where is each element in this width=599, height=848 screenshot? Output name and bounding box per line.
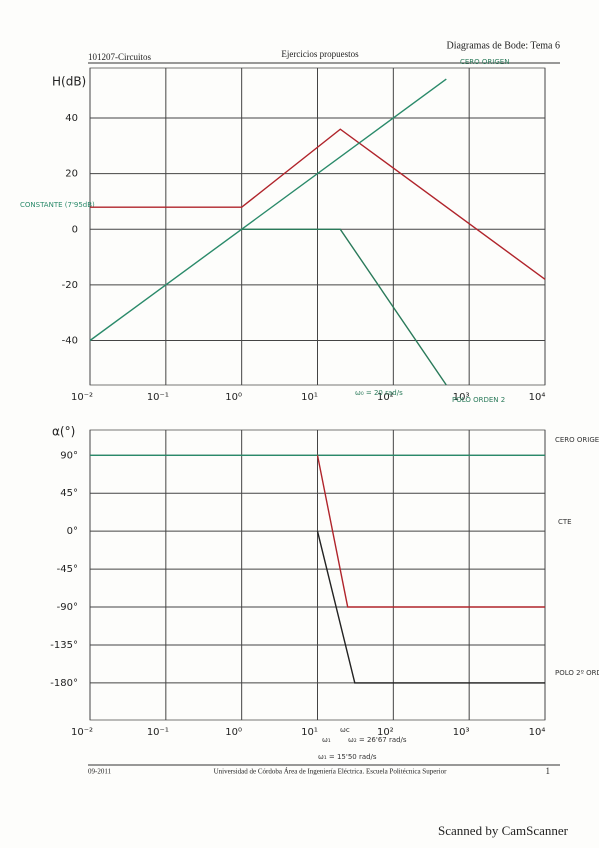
y-tick-label: -20 (62, 280, 78, 291)
header-center: Ejercicios propuestos (281, 49, 359, 59)
y-tick-label: 90° (60, 450, 78, 461)
x-tick-label: 10³ (453, 392, 470, 403)
y-tick-label: 0 (72, 224, 78, 235)
series-line (241, 228, 447, 386)
y-tick-label: -180° (50, 678, 78, 689)
x-tick-label: 10² (377, 727, 394, 738)
y-axis-label: α(°) (52, 425, 75, 439)
y-tick-label: 0° (67, 526, 78, 537)
x-tick-label: 10⁴ (529, 392, 546, 403)
x-tick-label: 10² (377, 392, 394, 403)
annotation: ωc (340, 726, 350, 734)
footer-left: 09-2011 (88, 768, 112, 776)
y-tick-label: -45° (57, 564, 78, 575)
x-tick-label: 10⁴ (529, 727, 546, 738)
y-tick-label: 45° (60, 488, 78, 499)
series-line (90, 128, 546, 280)
scanner-note: Scanned by CamScanner (438, 823, 569, 838)
y-tick-label: -135° (50, 640, 78, 651)
y-tick-label: -40 (62, 336, 78, 347)
annotation: CERO ORIGEN (460, 58, 509, 66)
footer-center: Universidad de Córdoba Área de Ingenierí… (214, 768, 448, 776)
annotation: ω₁ = 15'50 rad/s (318, 753, 377, 761)
y-tick-label: -90° (57, 602, 78, 613)
x-tick-label: 10³ (453, 727, 470, 738)
header-right: Diagramas de Bode: Tema 6 (446, 40, 560, 51)
series-line (89, 78, 447, 342)
annotation: CERO ORIGEN (555, 436, 599, 444)
annotation: ω₂ = 26'67 rad/s (348, 736, 407, 744)
x-tick-label: 10⁰ (225, 392, 242, 403)
x-tick-label: 10⁻¹ (147, 727, 169, 738)
y-tick-label: 20 (65, 169, 78, 180)
annotation: POLO 2º ORDEN (555, 669, 599, 677)
annotation: CONSTANTE (7'95dB) (20, 201, 95, 209)
annotation: CTE (558, 518, 572, 526)
x-tick-label: 10¹ (301, 392, 318, 403)
series-line (316, 531, 545, 684)
header-left: 101207-Circuitos (88, 52, 151, 62)
x-tick-label: 10¹ (301, 727, 318, 738)
annotation: ω₀ = 20 rad/s (355, 389, 403, 397)
y-axis-label: H(dB) (52, 75, 86, 89)
series-line (316, 455, 545, 608)
x-tick-label: 10⁻¹ (147, 392, 169, 403)
x-tick-label: 10⁻² (71, 727, 93, 738)
y-tick-label: 40 (65, 113, 78, 124)
x-tick-label: 10⁻² (71, 392, 93, 403)
annotation: POLO ORDEN 2 (452, 396, 505, 404)
footer-right: 1 (546, 766, 551, 776)
x-tick-label: 10⁰ (225, 727, 242, 738)
annotation: ω₁ (322, 736, 331, 744)
